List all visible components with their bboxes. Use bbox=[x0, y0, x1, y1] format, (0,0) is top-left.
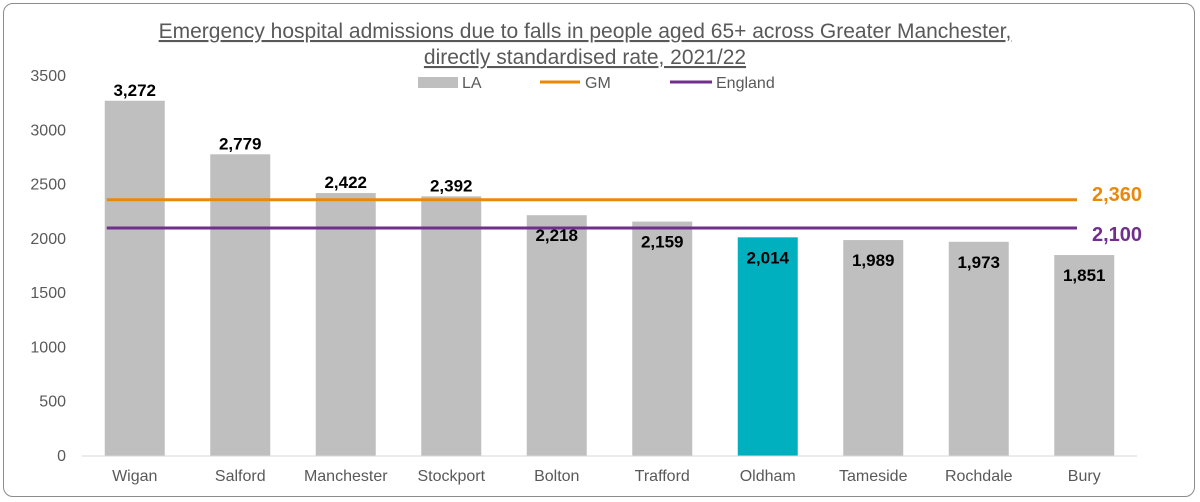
bar-series-la bbox=[104, 100, 1115, 457]
x-tick-label-oldham: Oldham bbox=[740, 468, 796, 485]
bar-manchester bbox=[315, 193, 376, 457]
data-label-stockport: 2,392 bbox=[430, 176, 473, 195]
bar-stockport bbox=[421, 196, 482, 456]
bar-wigan bbox=[104, 100, 165, 457]
y-tick-label-6: 3000 bbox=[30, 122, 66, 139]
x-tick-label-tameside: Tameside bbox=[839, 468, 908, 485]
data-label-trafford: 2,159 bbox=[641, 233, 684, 252]
data-label-bury: 1,851 bbox=[1063, 266, 1106, 285]
legend-label-gm: GM bbox=[585, 75, 611, 92]
y-tick-label-4: 2000 bbox=[30, 231, 66, 248]
y-tick-label-0: 0 bbox=[57, 448, 66, 465]
x-tick-label-manchester: Manchester bbox=[304, 468, 388, 485]
legend: LA GM England bbox=[418, 75, 775, 92]
data-labels: 3,272 2,779 2,422 2,392 2,218 2,159 2,014 1,989… bbox=[113, 81, 1105, 285]
legend-swatch-la bbox=[418, 77, 458, 88]
data-label-oldham: 2,014 bbox=[746, 248, 789, 267]
bar-oldham bbox=[737, 237, 798, 456]
x-tick-label-stockport: Stockport bbox=[417, 468, 485, 485]
x-tick-label-salford: Salford bbox=[215, 468, 266, 485]
y-tick-label-3: 1500 bbox=[30, 285, 66, 302]
x-tick-label-trafford: Trafford bbox=[635, 468, 690, 485]
chart-title-line-2: directly standardised rate, 2021/22 bbox=[424, 46, 746, 69]
x-tick-label-bury: Bury bbox=[1068, 468, 1101, 485]
bar-bolton bbox=[526, 215, 587, 456]
data-label-bolton: 2,218 bbox=[535, 226, 578, 245]
bar-trafford bbox=[632, 221, 693, 456]
data-label-manchester: 2,422 bbox=[324, 173, 367, 192]
chart-title-line-1: Emergency hospital admissions due to fal… bbox=[159, 20, 1012, 43]
bar-bury bbox=[1054, 255, 1115, 456]
legend-label-england: England bbox=[716, 75, 775, 92]
y-tick-label-2: 1000 bbox=[30, 339, 66, 356]
y-tick-label-5: 2500 bbox=[30, 177, 66, 194]
data-label-rochdale: 1,973 bbox=[957, 253, 1000, 272]
y-tick-label-1: 500 bbox=[39, 394, 66, 411]
data-label-tameside: 1,989 bbox=[852, 251, 895, 270]
x-tick-label-wigan: Wigan bbox=[112, 468, 157, 485]
x-axis: Wigan Salford Manchester Stockport Bolton Tra… bbox=[82, 455, 1137, 485]
y-axis: 0 500 1000 1500 2000 2500 3000 3500 bbox=[30, 68, 66, 465]
y-tick-label-7: 3500 bbox=[30, 68, 66, 85]
bar-rochdale bbox=[948, 241, 1009, 456]
data-label-salford: 2,779 bbox=[219, 134, 262, 153]
legend-label-la: LA bbox=[462, 75, 482, 92]
x-tick-label-rochdale: Rochdale bbox=[945, 468, 1013, 485]
reference-label-england: 2,100 bbox=[1092, 224, 1142, 246]
reference-lines: 2,360 2,100 bbox=[106, 184, 1142, 246]
x-tick-label-bolton: Bolton bbox=[534, 468, 579, 485]
bar-salford bbox=[210, 154, 271, 456]
reference-label-gm: 2,360 bbox=[1092, 184, 1142, 206]
data-label-wigan: 3,272 bbox=[113, 81, 156, 100]
bar-tameside bbox=[843, 240, 904, 456]
